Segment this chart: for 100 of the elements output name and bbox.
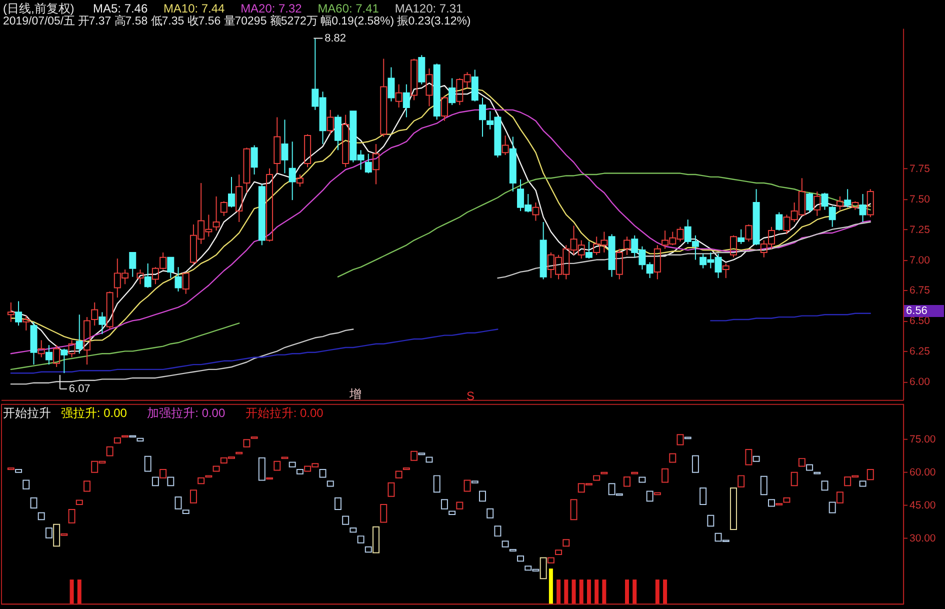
candlestick [624,476,630,487]
annotation: S [466,388,475,403]
y-tick-label: 75.00 [910,434,936,446]
candlestick [288,462,296,468]
candlestick [418,452,426,456]
candlestick [236,452,243,454]
candlestick [410,450,418,461]
annotation: 8.82 [324,32,346,44]
candlestick [555,550,562,556]
candlestick [136,438,144,442]
candlestick [182,510,190,514]
candlestick [798,458,806,467]
y-tick-label: 6.00 [910,377,930,388]
candlestick [570,499,578,520]
y-tick-label: 45.00 [910,500,936,512]
candlestick [182,272,190,294]
y-tick-label: 6.50 [910,316,930,328]
candlestick [509,136,516,192]
candlestick [426,68,433,107]
candlestick [288,141,296,201]
candlestick [600,472,608,474]
candlestick [836,196,844,210]
candlestick [471,480,478,484]
candlestick [456,502,464,510]
candlestick [676,434,684,446]
candlestick [692,455,699,473]
candlestick [372,144,380,185]
text: MA10: 7.44 [163,1,226,16]
candlestick [700,487,707,505]
candlestick [30,497,38,508]
candlestick [486,508,494,518]
y-tick-label: 6.25 [910,346,930,358]
candlestick [160,469,167,478]
candlestick [144,456,152,472]
candlestick [426,456,433,463]
candlestick [532,202,540,222]
candlestick [296,469,304,474]
annotation: 增 [348,386,362,401]
candlestick [167,476,174,486]
candlestick [631,472,638,474]
candlestick [540,557,547,580]
candlestick [53,524,60,547]
candlestick [768,499,776,507]
candlestick [814,191,821,216]
candlestick [638,476,646,483]
candlestick [129,435,136,438]
candlestick [274,460,281,471]
candlestick [357,536,364,544]
candlestick [440,499,448,510]
y-tick-label: 7.00 [910,255,930,266]
candlestick [68,340,76,358]
candlestick [114,437,121,444]
annotation: 6.07 [68,382,90,395]
candlestick [45,344,52,366]
y-tick-label: 6.75 [910,286,930,297]
text: MA120: 7.31 [394,1,464,16]
candlestick [684,436,692,440]
candlestick [866,469,874,480]
candlestick [790,472,798,486]
candlestick [190,490,197,504]
candlestick [448,510,456,516]
candlestick [402,468,410,470]
candlestick [258,457,266,481]
candlestick [274,116,281,174]
candlestick [129,252,136,278]
candlestick [326,480,334,487]
y-tick-label: 7.25 [910,224,930,236]
candlestick [494,526,502,537]
text: 强拉升: 0.00 [60,406,128,420]
candlestick [517,556,524,562]
candlestick [562,539,570,547]
candlestick [395,470,402,478]
text: MA20: 7.32 [240,1,302,16]
candlestick [342,516,350,525]
candlestick [836,492,844,504]
candlestick [45,527,52,538]
candlestick [372,526,380,554]
text: 6.56 [906,304,928,317]
candlestick [243,439,250,448]
candlestick [547,557,554,564]
candlestick [821,480,828,491]
candlestick [212,466,220,472]
legend-label: 加强拉升: 0.00 [147,406,226,420]
candlestick [76,500,83,505]
y-tick-label: 7.50 [910,194,930,206]
candlestick [388,66,395,102]
candlestick [364,546,372,553]
candlestick [326,109,334,135]
candlestick [662,468,669,483]
candlestick [509,548,516,552]
candlestick [806,464,814,471]
candlestick [730,487,737,530]
candlestick [707,514,714,527]
candlestick [60,533,68,536]
candlestick [152,476,159,486]
y-tick-label: 7.75 [910,164,930,175]
text: MA60: 7.41 [318,1,380,16]
candlestick [167,256,174,279]
candlestick [198,477,205,484]
candlestick [760,476,768,496]
